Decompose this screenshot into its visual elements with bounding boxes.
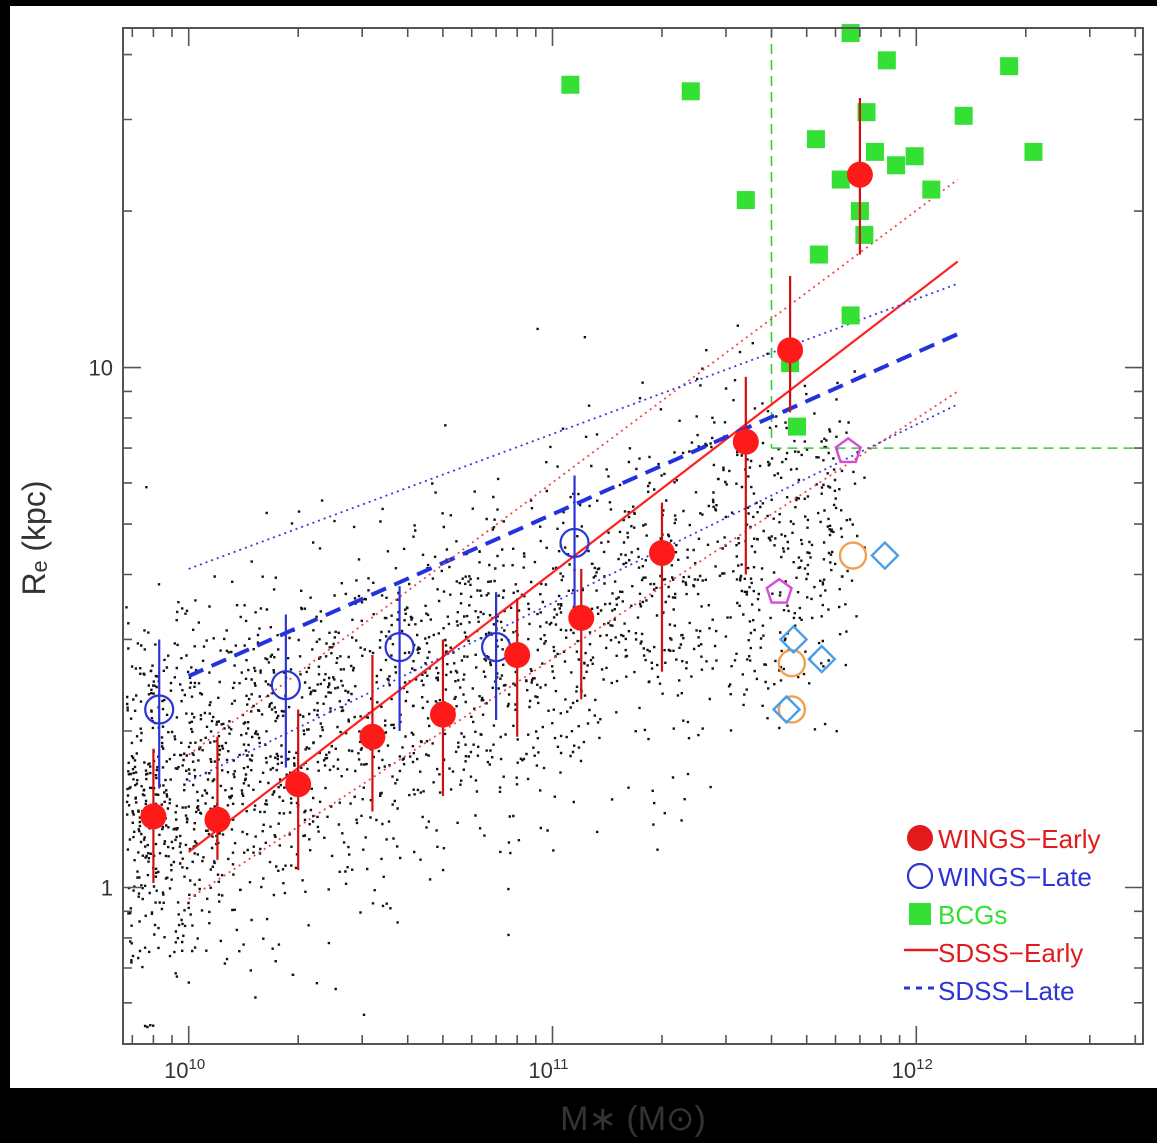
bcg-square-4 xyxy=(787,417,806,436)
legend-marker-bcg xyxy=(909,903,931,925)
early-point-0 xyxy=(140,803,167,830)
legend-marker-late xyxy=(906,862,934,890)
magenta-pentagon-0 xyxy=(834,436,863,464)
orange-circle-2 xyxy=(777,695,807,724)
blue-diamond-3 xyxy=(771,694,802,725)
blue-diamond-2 xyxy=(807,644,837,674)
x-tick-label-0: 1010 xyxy=(164,1056,205,1083)
bcg-square-15 xyxy=(887,156,906,175)
early-point-10 xyxy=(846,161,873,188)
bcg-square-7 xyxy=(831,170,850,189)
bcg-square-2 xyxy=(736,191,755,210)
plot-frame xyxy=(122,27,1144,1045)
magenta-pentagon-1 xyxy=(765,577,794,604)
legend: WINGS−Early WINGS−Late BCGs SDSS−Early SDSS−… xyxy=(904,824,1101,1006)
early-point-5 xyxy=(504,642,531,669)
late-point-4 xyxy=(559,527,590,559)
legend-item-2: BCGs xyxy=(909,900,1007,930)
plot-area-background xyxy=(10,6,1157,1088)
legend-marker-early xyxy=(907,825,933,851)
data-points xyxy=(140,24,1043,884)
axis-ticks: 1010 1011 1012 1 10 xyxy=(89,28,1143,1083)
bcg-square-16 xyxy=(905,147,924,166)
early-point-3 xyxy=(359,723,386,750)
y-tick-label-1: 10 xyxy=(89,356,113,381)
tick-marks xyxy=(123,28,1143,1045)
early-point-6 xyxy=(568,604,595,631)
x-axis-label: M∗ (M⊙) xyxy=(560,1100,706,1138)
bcg-square-5 xyxy=(806,130,825,149)
early-point-7 xyxy=(648,539,675,566)
y-axis-label: Rₑ (kpc) xyxy=(16,481,52,596)
legend-item-4: SDSS−Late xyxy=(904,976,1075,1006)
y-tick-label-0: 1 xyxy=(101,875,113,900)
blue-diamond-1 xyxy=(778,624,809,655)
bcg-square-1 xyxy=(681,82,700,101)
x-tick-label-2: 1012 xyxy=(892,1056,933,1083)
bcg-square-13 xyxy=(865,142,884,161)
legend-item-1: WINGS−Late xyxy=(906,862,1092,892)
legend-item-3: SDSS−Early xyxy=(904,938,1083,968)
bcg-square-0 xyxy=(561,75,580,94)
legend-label-0: WINGS−Early xyxy=(938,824,1101,854)
legend-label-4: SDSS−Late xyxy=(938,976,1075,1006)
bcg-square-17 xyxy=(922,180,941,199)
legend-label-3: SDSS−Early xyxy=(938,938,1083,968)
early-point-8 xyxy=(732,428,759,455)
legend-label-2: BCGs xyxy=(938,900,1007,930)
early-point-4 xyxy=(429,701,456,728)
bcg-square-12 xyxy=(857,103,876,122)
early-point-1 xyxy=(204,806,231,833)
bcg-square-20 xyxy=(1024,142,1043,161)
bcg-square-11 xyxy=(855,225,874,244)
bcg-square-14 xyxy=(877,51,896,70)
bcg-square-18 xyxy=(954,106,973,125)
bcg-square-8 xyxy=(841,24,860,43)
blue-diamond-0 xyxy=(870,540,900,571)
orange-circle-0 xyxy=(838,541,868,570)
late-point-2 xyxy=(384,631,415,663)
bcg-region xyxy=(770,28,1143,449)
legend-label-1: WINGS−Late xyxy=(938,862,1092,892)
bcg-square-19 xyxy=(1000,57,1019,76)
line-sdss-early-upper xyxy=(188,178,959,756)
bcg-square-9 xyxy=(841,306,860,325)
late-point-0 xyxy=(144,694,175,725)
bcg-square-6 xyxy=(809,245,828,264)
late-point-1 xyxy=(270,670,301,701)
line-sdss-late xyxy=(187,332,959,678)
early-point-2 xyxy=(285,771,312,798)
legend-item-0: WINGS−Early xyxy=(907,824,1101,854)
x-tick-label-1: 1011 xyxy=(528,1056,568,1083)
early-point-9 xyxy=(777,337,804,364)
